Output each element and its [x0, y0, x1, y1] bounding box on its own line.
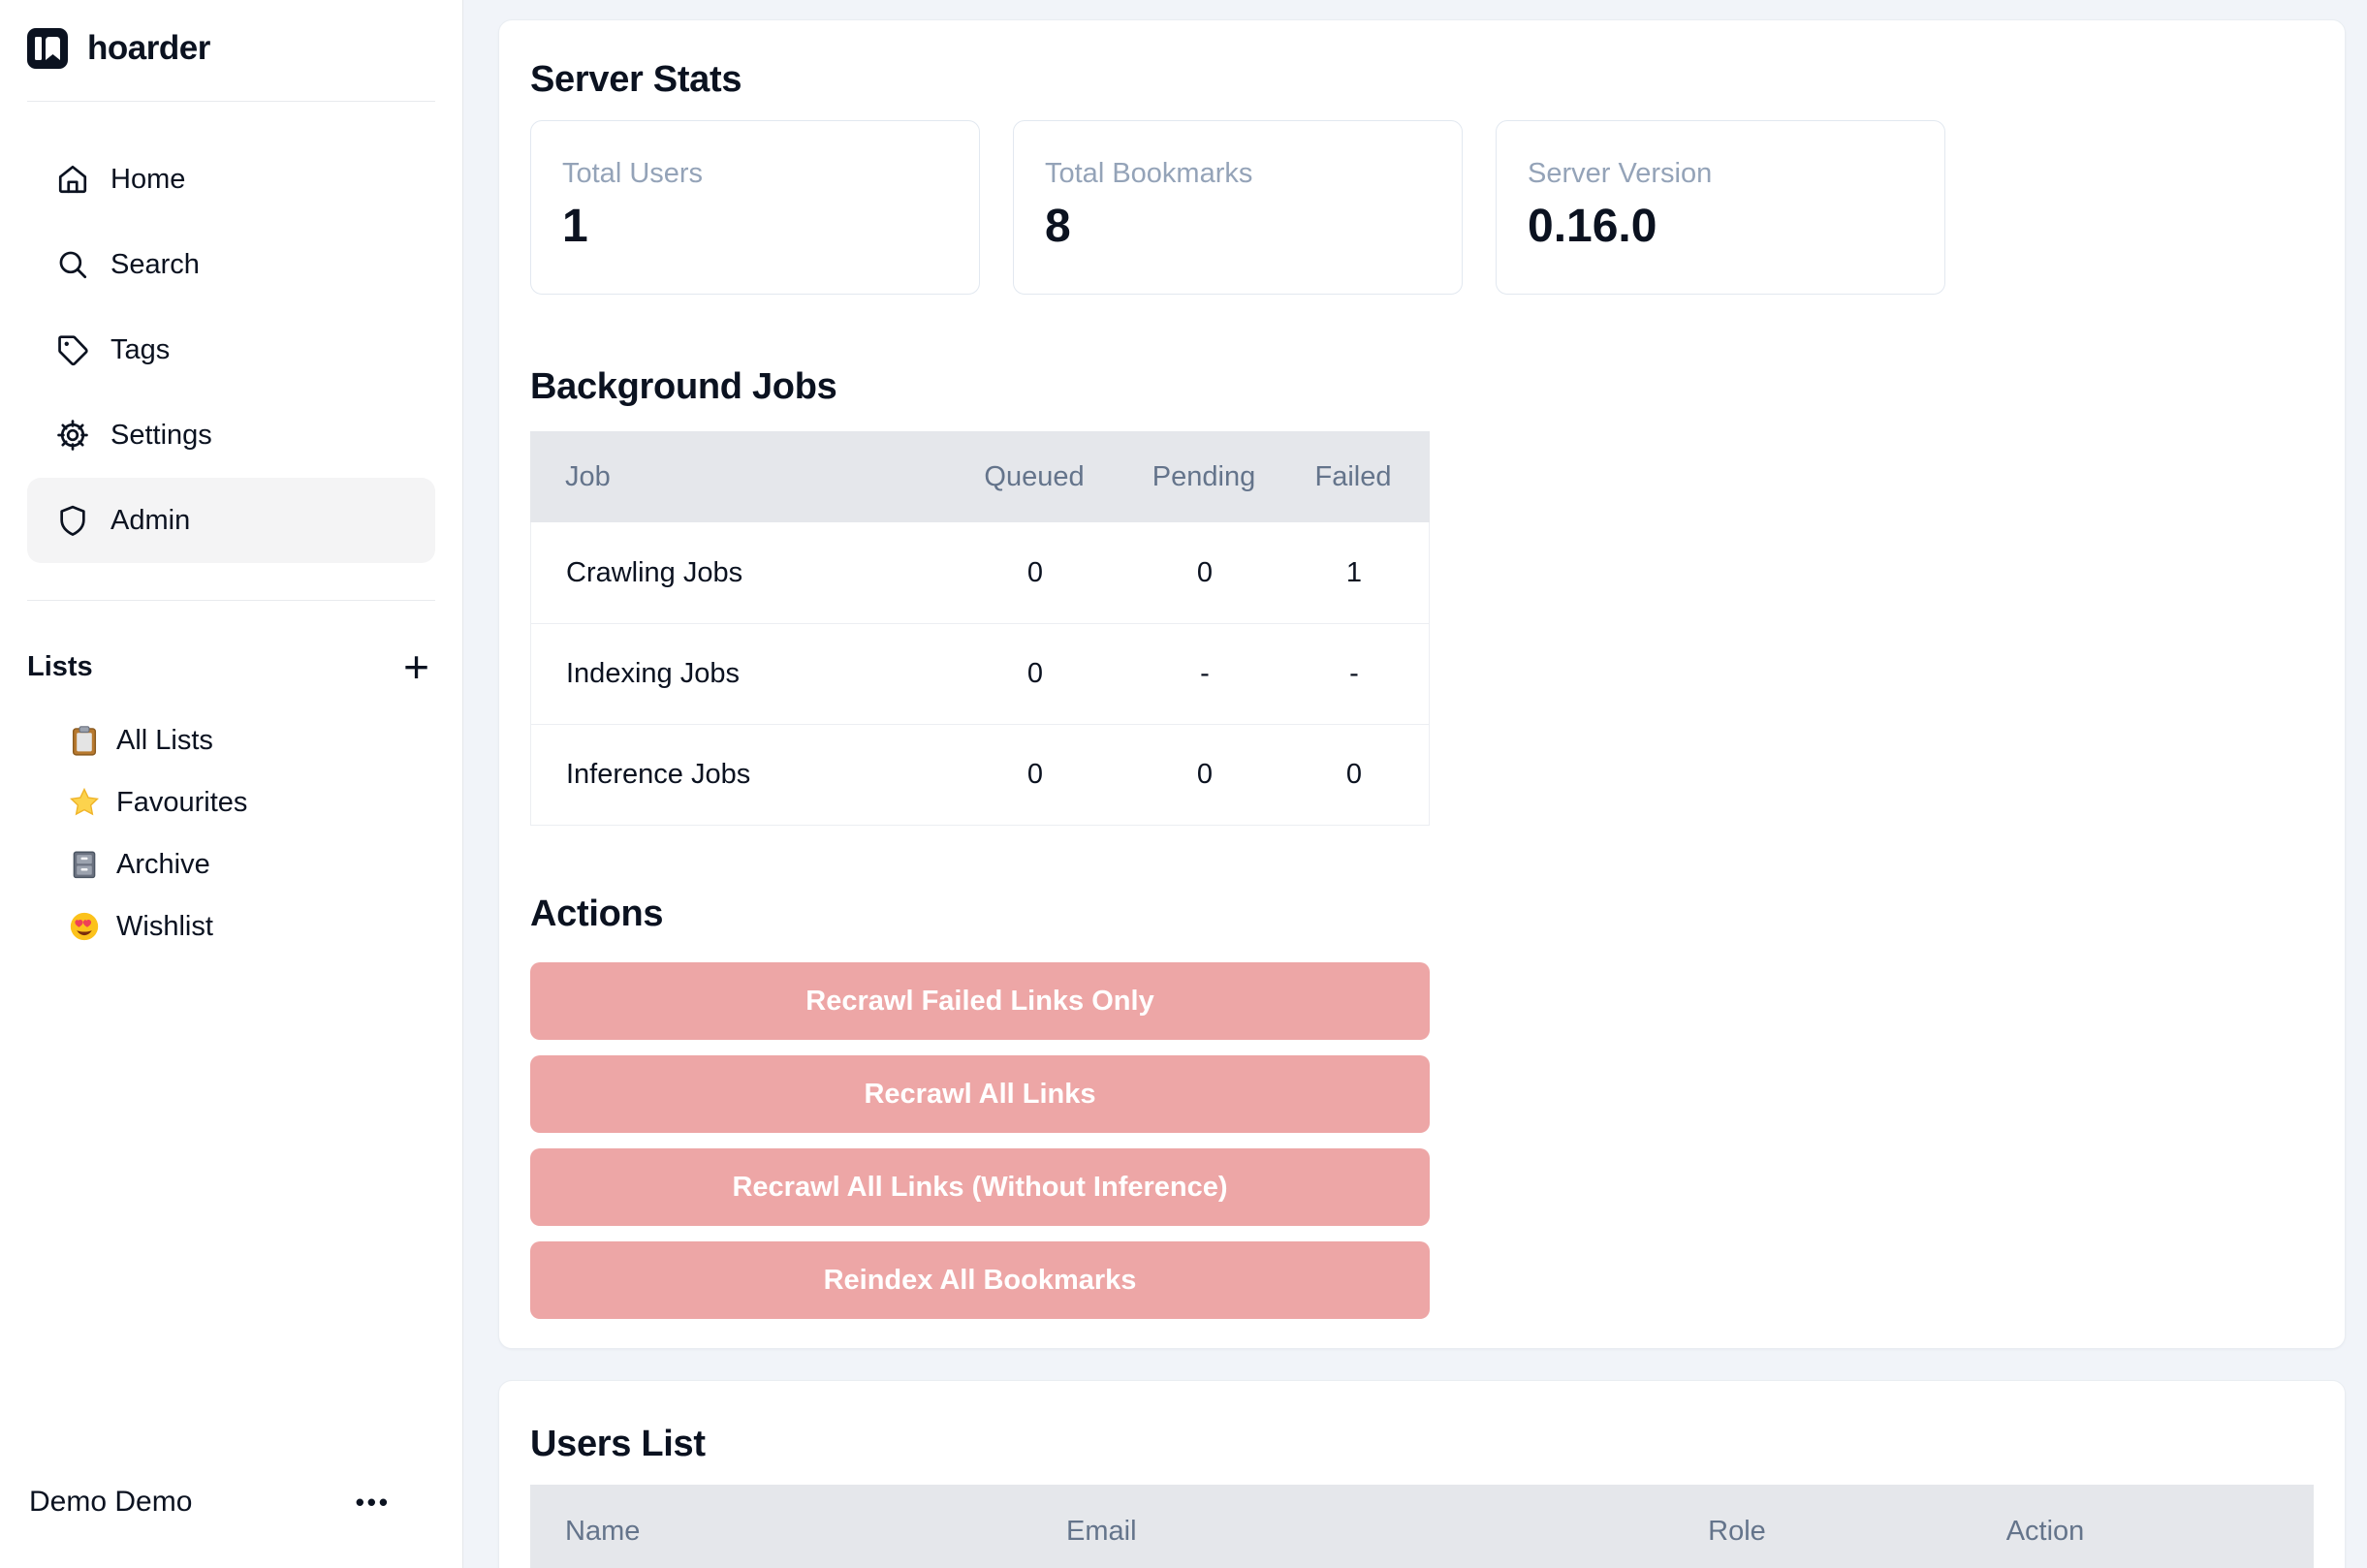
sidebar: hoarder Home Search Tags	[0, 0, 463, 1568]
stat-label: Total Bookmarks	[1045, 158, 1253, 189]
users-col-name: Name	[565, 1515, 641, 1547]
jobs-col-job: Job	[565, 460, 611, 492]
users-col-role: Role	[1708, 1515, 1766, 1547]
heart-eyes-icon	[70, 912, 99, 941]
sidebar-divider-lists	[27, 600, 435, 601]
sidebar-item-settings[interactable]: Settings	[27, 392, 435, 478]
jobs-col-queued: Queued	[984, 460, 1085, 492]
job-pending: 0	[1196, 759, 1214, 790]
list-item-label: Wishlist	[116, 910, 213, 942]
jobs-table-header: Job Queued Pending Failed	[530, 431, 1430, 522]
file-cabinet-icon	[73, 851, 96, 879]
sidebar-item-favourites[interactable]: Favourites	[27, 771, 435, 833]
users-list-title: Users List	[530, 1424, 706, 1464]
stat-card-server-version: Server Version 0.16.0	[1496, 120, 1945, 295]
server-stats-title: Server Stats	[530, 59, 742, 100]
list-item-label: Favourites	[116, 786, 248, 818]
sidebar-item-label: Search	[110, 248, 200, 280]
more-menu-icon[interactable]: •••	[355, 1488, 391, 1517]
job-failed: -	[1349, 658, 1359, 689]
users-col-action: Action	[2005, 1515, 2085, 1547]
sidebar-item-all-lists[interactable]: All Lists	[27, 709, 435, 771]
sidebar-item-label: Settings	[110, 419, 212, 451]
server-stats-row: Total Users 1 Total Bookmarks 8 Server V…	[530, 120, 2314, 295]
sidebar-item-archive[interactable]: Archive	[27, 833, 435, 895]
users-col-email: Email	[1066, 1515, 1137, 1547]
main-content: Server Stats Total Users 1 Total Bookmar…	[463, 0, 2367, 1568]
users-list-card: Users List Name Email Role Action	[498, 1380, 2346, 1568]
table-row: Crawling Jobs 0 0 1	[531, 522, 1429, 623]
background-jobs-title: Background Jobs	[530, 366, 837, 407]
job-queued: 0	[1026, 658, 1044, 689]
lists-header: Lists +	[27, 636, 435, 698]
sidebar-nav: Home Search Tags Settings	[27, 137, 435, 563]
table-row: Inference Jobs 0 0 0	[531, 724, 1429, 825]
stat-value: 0.16.0	[1528, 201, 1657, 252]
stat-card-total-bookmarks: Total Bookmarks 8	[1013, 120, 1463, 295]
actions-buttons: Recrawl Failed Links Only Recrawl All Li…	[530, 962, 1430, 1319]
sidebar-divider-top	[27, 101, 435, 102]
job-name: Crawling Jobs	[566, 556, 743, 588]
sidebar-item-label: Tags	[110, 333, 171, 365]
star-icon	[69, 787, 100, 816]
sidebar-item-label: Admin	[110, 504, 191, 536]
tag-icon	[58, 335, 88, 366]
profile-row[interactable]: Demo Demo •••	[27, 1471, 435, 1533]
jobs-col-pending: Pending	[1152, 460, 1256, 492]
lists-items: All Lists Favourites Archive	[27, 709, 435, 957]
sidebar-item-wishlist[interactable]: Wishlist	[27, 895, 435, 957]
job-pending: -	[1200, 658, 1210, 689]
job-queued: 0	[1026, 759, 1044, 790]
search-icon	[59, 251, 87, 279]
users-table-header: Name Email Role Action	[530, 1485, 2314, 1568]
recrawl-without-inference-button[interactable]: Recrawl All Links (Without Inference)	[530, 1148, 1430, 1226]
table-row: Indexing Jobs 0 - -	[531, 623, 1429, 724]
stat-label: Server Version	[1528, 158, 1713, 189]
lists-title: Lists	[27, 650, 93, 682]
shield-icon	[60, 505, 85, 536]
stat-card-total-users: Total Users 1	[530, 120, 980, 295]
job-failed: 1	[1345, 556, 1363, 588]
app-logo[interactable]: hoarder	[27, 25, 435, 72]
actions-title: Actions	[530, 894, 664, 934]
sidebar-item-admin[interactable]: Admin	[27, 478, 435, 563]
list-item-label: All Lists	[116, 724, 213, 756]
reindex-all-bookmarks-button[interactable]: Reindex All Bookmarks	[530, 1241, 1430, 1319]
job-queued: 0	[1026, 556, 1044, 588]
hoarder-logo-icon	[27, 28, 68, 69]
job-failed: 0	[1345, 759, 1363, 790]
app-title: hoarder	[87, 29, 210, 67]
admin-card: Server Stats Total Users 1 Total Bookmar…	[498, 19, 2346, 1349]
recrawl-all-links-button[interactable]: Recrawl All Links	[530, 1055, 1430, 1133]
clipboard-icon	[72, 726, 97, 756]
jobs-table-body: Crawling Jobs 0 0 1 Indexing Jobs 0 - - …	[530, 522, 1430, 826]
sidebar-item-home[interactable]: Home	[27, 137, 435, 222]
job-name: Indexing Jobs	[566, 658, 740, 689]
home-icon	[58, 165, 87, 194]
background-jobs-table: Job Queued Pending Failed Crawling Jobs …	[530, 431, 1430, 826]
sidebar-item-label: Home	[110, 163, 186, 195]
sidebar-item-search[interactable]: Search	[27, 222, 435, 307]
job-name: Inference Jobs	[566, 759, 751, 790]
gear-icon	[57, 420, 88, 451]
add-list-button[interactable]: +	[397, 644, 435, 689]
jobs-col-failed: Failed	[1314, 460, 1392, 492]
sidebar-item-tags[interactable]: Tags	[27, 307, 435, 392]
stat-label: Total Users	[562, 158, 704, 189]
recrawl-failed-links-button[interactable]: Recrawl Failed Links Only	[530, 962, 1430, 1040]
stat-value: 8	[1045, 201, 1071, 252]
list-item-label: Archive	[116, 848, 210, 880]
job-pending: 0	[1196, 556, 1214, 588]
stat-value: 1	[562, 201, 588, 252]
profile-name: Demo Demo	[29, 1486, 193, 1518]
